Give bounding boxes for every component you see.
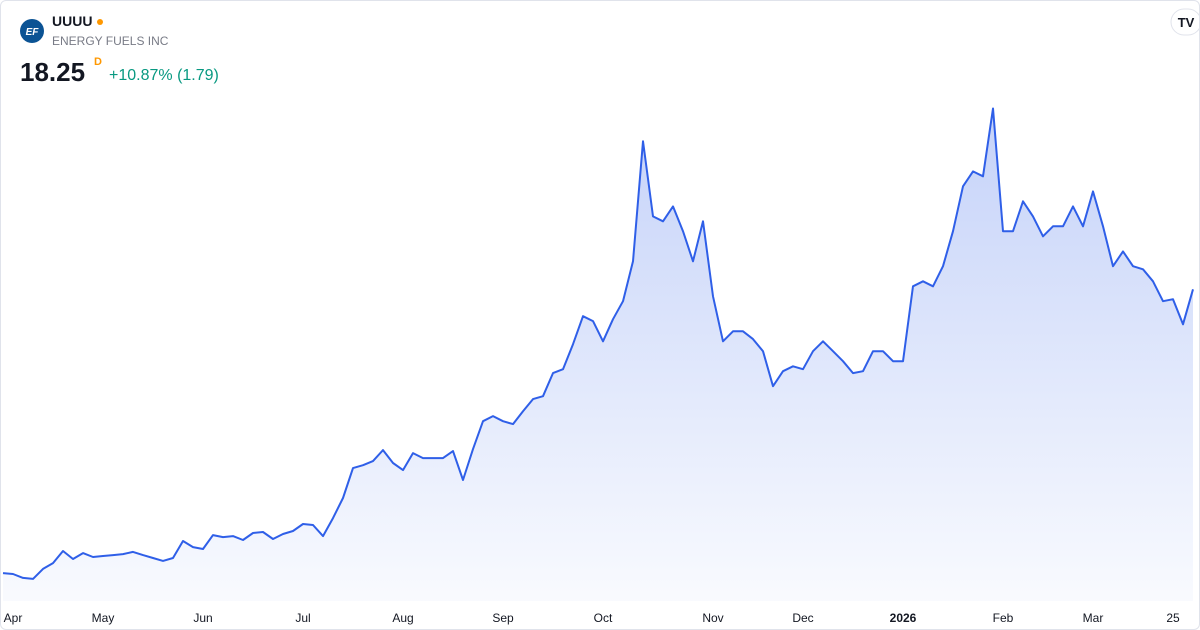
change: +10.87% (1.79) <box>109 67 219 85</box>
x-tick-label: Dec <box>792 611 813 625</box>
x-tick-label: Jun <box>193 611 212 625</box>
price: 18.25 <box>20 57 86 87</box>
session: D <box>94 56 102 68</box>
symbol: UUUU <box>52 13 104 29</box>
x-tick-label: Feb <box>993 611 1014 625</box>
change-abs: (1.79) <box>177 67 219 84</box>
x-tick-label: Jul <box>295 611 310 625</box>
logo <box>20 19 44 43</box>
x-tick-label: May <box>92 611 115 625</box>
logo-text: EF <box>26 27 40 38</box>
x-tick-label: Oct <box>594 611 613 625</box>
x-tick-label: Nov <box>702 611 723 625</box>
change-pct: +10.87% <box>109 67 173 84</box>
x-tick-label: Aug <box>392 611 413 625</box>
symbol-text: UUUU <box>52 13 93 29</box>
tv-logo-mark: TV <box>1178 15 1195 30</box>
market-dot <box>97 19 104 26</box>
area-fill <box>3 108 1193 601</box>
x-tick-label: Sep <box>492 611 514 625</box>
x-tick-label: Mar <box>1083 611 1104 625</box>
x-tick-label: 2026 <box>890 611 917 625</box>
tv-logo <box>1170 8 1199 36</box>
company: ENERGY FUELS INC <box>52 34 169 48</box>
x-tick-label: 25 <box>1166 611 1180 625</box>
price-line <box>2 107 1194 580</box>
x-tick-label: Apr <box>4 611 23 625</box>
